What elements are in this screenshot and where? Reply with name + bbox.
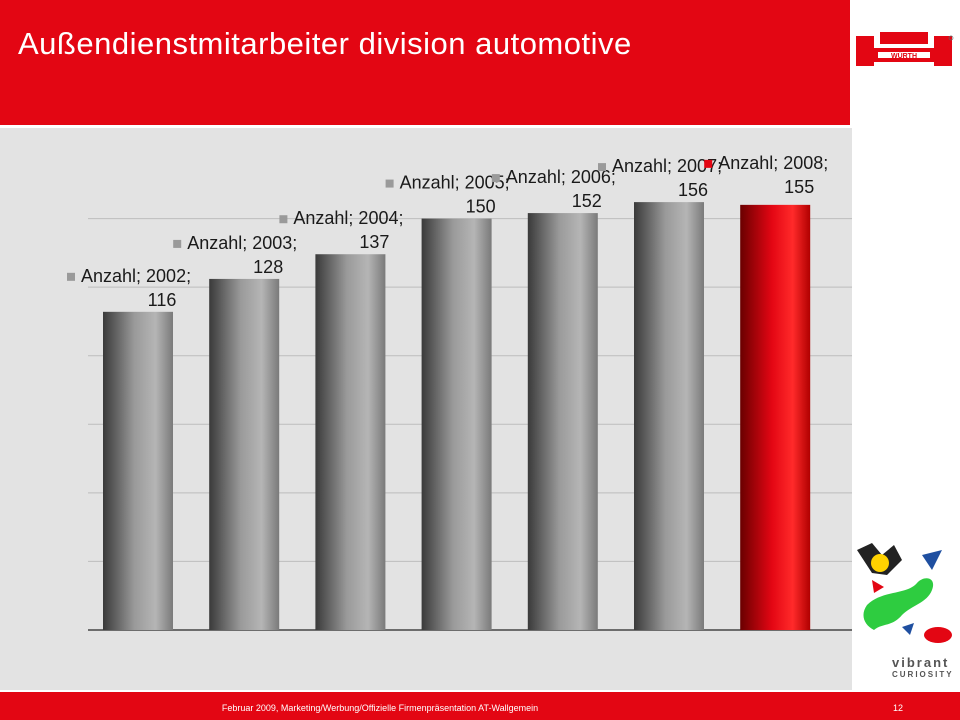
data-label-2007: Anzahl; 2007; xyxy=(612,156,722,176)
slide-title: Außendienstmitarbeiter division automoti… xyxy=(18,26,632,61)
bar-2007 xyxy=(634,202,704,630)
bar-2004 xyxy=(315,254,386,630)
legend-marker-2006 xyxy=(491,174,500,183)
data-label-2003: Anzahl; 2003; xyxy=(187,233,297,253)
legend-marker-2008 xyxy=(704,159,713,168)
data-label-2006: Anzahl; 2006; xyxy=(506,167,616,187)
header-band xyxy=(0,0,850,125)
bar-2005 xyxy=(421,218,492,631)
data-value-2003: 128 xyxy=(253,257,283,277)
legend-marker-2002 xyxy=(67,272,75,281)
data-value-2004: 137 xyxy=(359,232,389,252)
vibrant-curiosity-illustration xyxy=(852,535,960,685)
legend-marker-2004 xyxy=(279,215,288,224)
data-label-2008: Anzahl; 2008; xyxy=(718,153,828,173)
data-value-2007: 156 xyxy=(678,180,708,200)
data-value-2008: 155 xyxy=(784,177,814,197)
bar-chart: Anzahl; 2002; 116 Anzahl; 2003; 128 Anzahl; … xyxy=(67,153,852,631)
data-value-2005: 150 xyxy=(466,197,496,217)
data-label-2005: Anzahl; 2005; xyxy=(400,173,510,193)
data-label-2004: Anzahl; 2004; xyxy=(293,208,403,228)
legend-marker-2007 xyxy=(598,163,606,172)
bar-2002 xyxy=(103,311,173,630)
page-number: 12 xyxy=(893,703,904,713)
slogan-curiosity: CURIOSITY xyxy=(892,670,954,679)
bar-2008 xyxy=(740,204,811,630)
illustration-icon xyxy=(857,543,952,643)
data-value-2006: 152 xyxy=(572,191,602,211)
slogan-vibrant: vibrant xyxy=(892,655,950,670)
legend-marker-2003 xyxy=(173,239,182,248)
data-value-2002: 116 xyxy=(148,290,177,310)
brand-text: WÜRTH xyxy=(891,51,917,60)
data-label-2002: Anzahl; 2002; xyxy=(81,266,191,286)
wurth-logo-icon: WÜRTH xyxy=(856,32,954,66)
footer-band xyxy=(0,692,960,720)
bar-2003 xyxy=(209,278,280,630)
legend-marker-2005 xyxy=(385,179,394,188)
bar-2006 xyxy=(527,213,598,630)
footer-text: Februar 2009, Marketing/Werbung/Offiziel… xyxy=(221,703,539,713)
wurth-logo: WÜRTH xyxy=(850,0,960,125)
